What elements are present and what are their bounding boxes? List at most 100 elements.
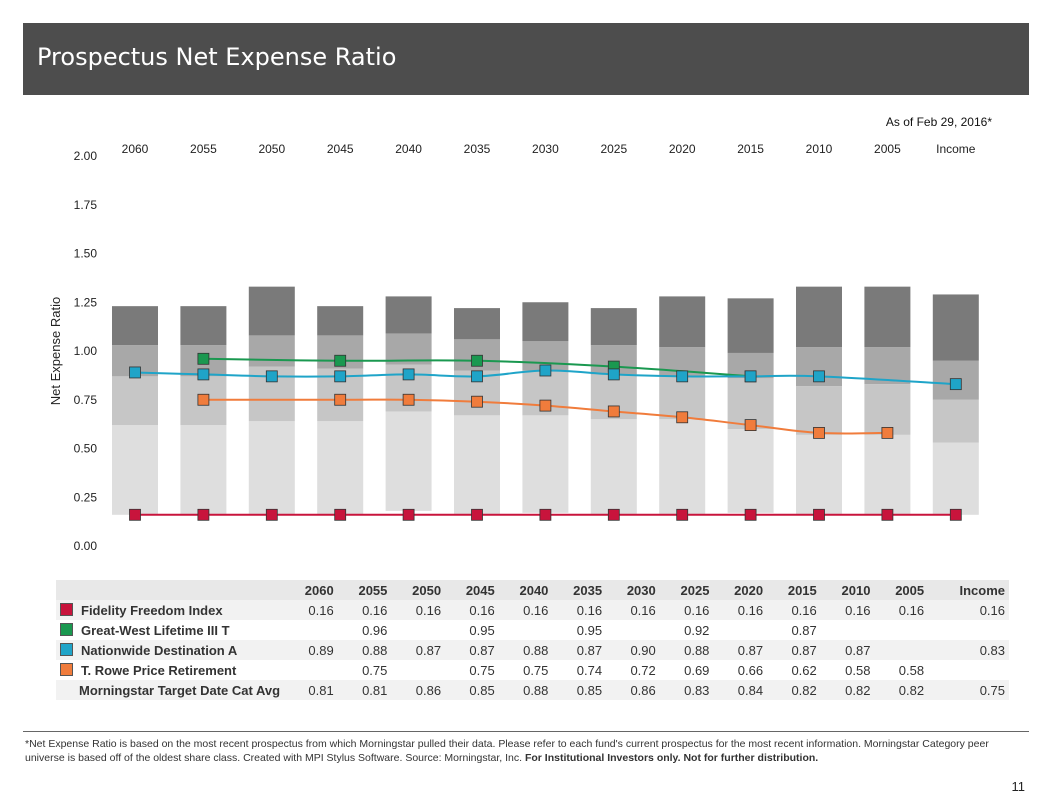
table-header-row: 2060 2055 2050 2045 2040 2035 2030 2025 2020 2015… (56, 580, 1009, 600)
table-cell: 0.96 (362, 622, 388, 638)
table-cell: 0.16 (284, 600, 338, 620)
footnote: *Net Expense Ratio is based on the most … (25, 737, 1025, 765)
table-cell: 0.66 (737, 662, 764, 678)
table-column-header: 2030 (606, 580, 660, 600)
range-bar-segment (317, 421, 364, 515)
table-row: Fidelity Freedom Index 0.16 0.16 0.16 0.16 0.… (56, 600, 1009, 620)
point-fidelity-freedom-index (402, 508, 415, 521)
point-nationwide-destination-a (129, 366, 141, 379)
range-bar-segment (932, 294, 979, 361)
expense-ratio-chart: 0.00 0.25 0.50 0.75 1.00 1.25 1.50 1.75 2.00 Net … (48, 142, 979, 553)
range-bar-segment (659, 296, 706, 348)
series-name: Morningstar Target Date Cat Avg (79, 682, 281, 698)
table-column-header: 2060 (284, 580, 338, 600)
point-nationwide-destination-a (744, 370, 757, 383)
table-row: Great-West Lifetime III T 0.96 0.95 0.95 0.9… (56, 620, 1009, 640)
point-t-rowe-price-retirement (471, 395, 483, 408)
range-bar-segment (932, 399, 979, 443)
range-bar-segment (864, 434, 911, 515)
range-bar-segment (248, 421, 295, 515)
table-cell: 0.88 (337, 640, 392, 660)
range-bar-segment (590, 308, 637, 346)
y-axis-title: Net Expense Ratio (48, 297, 63, 405)
point-nationwide-destination-a (402, 368, 415, 381)
table-cell: 0.87 (445, 640, 499, 660)
x-tick-label: 2035 (464, 142, 491, 156)
table-cell: 0.82 (820, 680, 875, 700)
point-nationwide-destination-a (676, 370, 689, 383)
point-t-rowe-price-retirement (813, 426, 825, 439)
range-bar-segment (864, 286, 911, 348)
range-bar-segment (932, 442, 979, 515)
range-bar-segment (454, 415, 500, 515)
table-cell (391, 620, 445, 640)
expense-ratio-table: 2060 2055 2050 2045 2040 2035 2030 2025 2020 2015… (56, 580, 1009, 700)
x-tick-label: 2050 (258, 142, 285, 156)
table-cell: 0.83 (928, 640, 1009, 660)
table-column-header: 2040 (498, 580, 553, 600)
table-cell: 0.87 (391, 640, 446, 660)
point-nationwide-destination-a (471, 370, 483, 383)
table-cell: 0.16 (713, 600, 768, 620)
table-cell (284, 620, 338, 640)
title-bar: Prospectus Net Expense Ratio (23, 23, 1029, 95)
table-column-header: 2005 (874, 580, 929, 600)
table-cell: 0.82 (874, 680, 929, 700)
point-fidelity-freedom-index (881, 508, 894, 521)
row-label: Great-West Lifetime III T (56, 620, 284, 640)
table-column-header: 2010 (820, 580, 875, 600)
table-column-header: 2025 (659, 580, 714, 600)
table-column-header: 2055 (337, 580, 392, 600)
point-fidelity-freedom-index (676, 508, 689, 521)
table-cell (606, 620, 660, 640)
series-line-t-rowe-price-retirement (203, 398, 888, 435)
point-t-rowe-price-retirement (676, 411, 689, 424)
table-cell: 0.81 (284, 680, 338, 700)
legend-swatch (60, 622, 73, 636)
point-t-rowe-price-retirement (334, 393, 347, 406)
range-bar-segment (590, 419, 637, 515)
table-cell: 0.16 (820, 600, 875, 620)
table-cell: 0.95 (576, 622, 603, 638)
range-bar-segment (522, 415, 569, 513)
table-cell: 0.88 (498, 680, 553, 700)
range-bar-segment (727, 429, 774, 513)
table-cell: 0.87 (767, 640, 821, 660)
as-of-date: As of Feb 29, 2016* (885, 115, 992, 129)
range-bar-segment (659, 419, 706, 515)
table-cell: 0.16 (874, 600, 929, 620)
point-fidelity-freedom-index (197, 508, 210, 521)
table-cell (821, 620, 875, 640)
point-great-west-lifetime-iii-t (197, 352, 210, 365)
table-cell: 0.58 (845, 662, 871, 678)
table-cell: 0.16 (928, 600, 1009, 620)
table-column-header: 2015 (767, 580, 821, 600)
table-cell: 0.89 (284, 640, 338, 660)
point-fidelity-freedom-index (265, 508, 278, 521)
point-nationwide-destination-a (949, 378, 962, 391)
y-tick-label: 2.00 (74, 149, 98, 163)
table-cell: 0.16 (767, 600, 821, 620)
point-fidelity-freedom-index (744, 508, 757, 521)
table-cell: 0.95 (469, 622, 495, 638)
table-cell: 0.74 (576, 662, 603, 678)
range-bar-segment (796, 434, 842, 515)
table-cell: 0.84 (713, 680, 768, 700)
x-tick-label: 2040 (395, 142, 422, 156)
point-fidelity-freedom-index (539, 508, 552, 521)
y-tick-label: 1.50 (74, 247, 98, 261)
footnote-text: *Net Expense Ratio is based on the most … (25, 738, 989, 764)
point-nationwide-destination-a (197, 368, 210, 381)
x-tick-label: 2010 (806, 142, 833, 156)
footnote-divider (23, 731, 1029, 732)
table-cell: 0.58 (898, 662, 925, 678)
table-cell: 0.86 (606, 680, 660, 700)
point-fidelity-freedom-index (813, 508, 825, 521)
range-bar-segment (248, 286, 295, 336)
table-column-header: Income (928, 580, 1009, 600)
series-name: Nationwide Destination A (81, 642, 238, 658)
table-cell: 0.92 (684, 622, 710, 638)
table-cell (874, 620, 928, 640)
table-cell: 0.85 (552, 680, 607, 700)
table-cell: 0.83 (659, 680, 714, 700)
